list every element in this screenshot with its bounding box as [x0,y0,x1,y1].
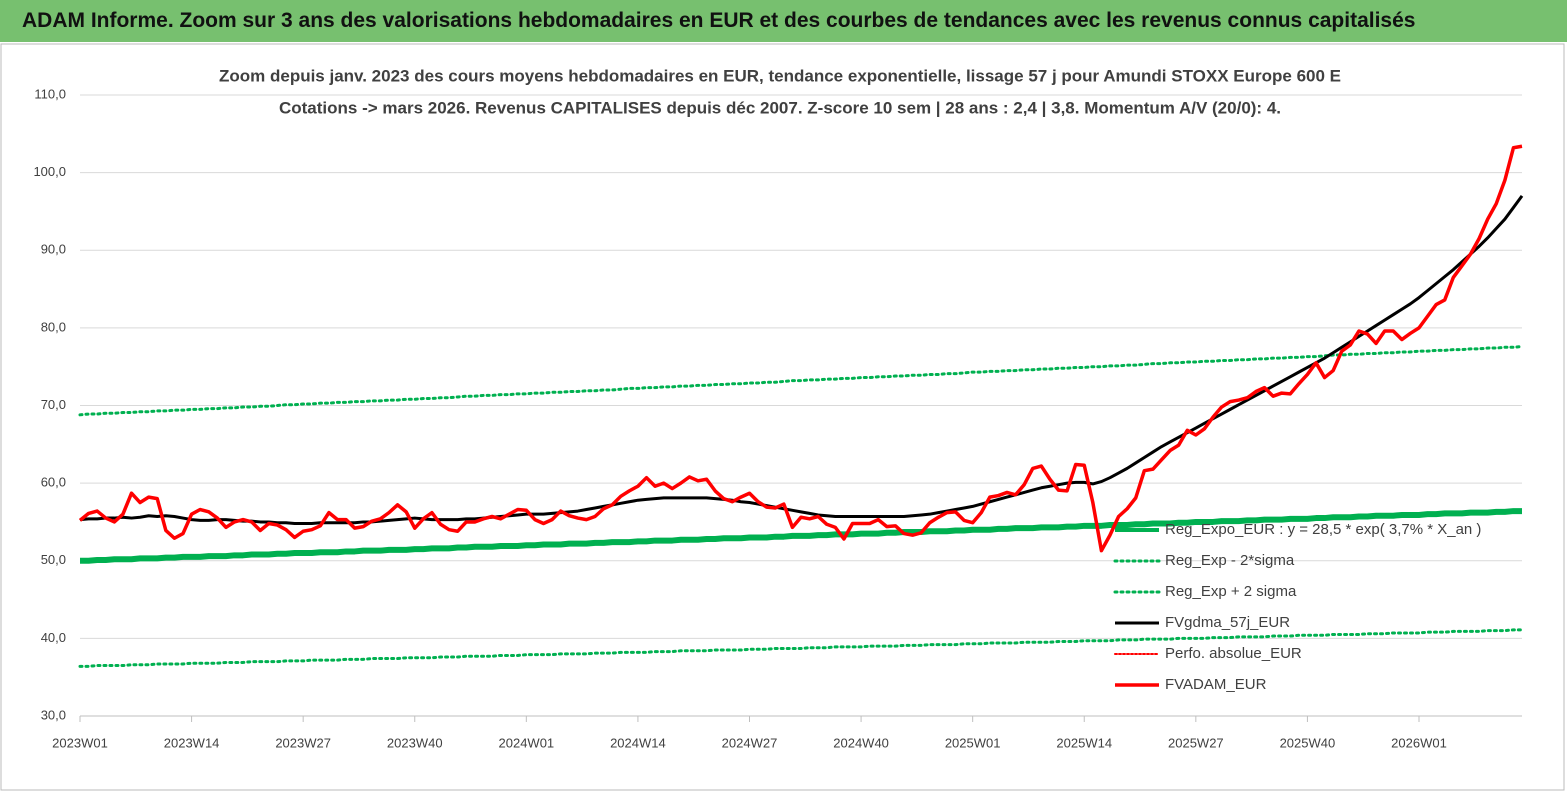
x-tick-label: 2025W14 [1056,735,1112,750]
legend-label: Reg_Expo_EUR : y = 28,5 * exp( 3,7% * X_… [1165,521,1481,538]
series-line [79,195,1524,525]
y-tick-label: 110,0 [34,86,66,101]
series-line [78,345,1524,417]
legend-label: Perfo. absolue_EUR [1165,645,1302,662]
legend-label: FVADAM_EUR [1165,676,1267,693]
y-tick-label: 100,0 [33,164,66,179]
x-tick-label: 2025W40 [1280,735,1336,750]
page-title: ADAM Informe. Zoom sur 3 ans des valoris… [22,9,1416,32]
header-bar: ADAM Informe. Zoom sur 3 ans des valoris… [0,0,1567,42]
x-tick-label: 2024W27 [722,735,778,750]
chart-frame [0,43,1565,791]
x-tick-label: 2025W01 [945,735,1001,750]
series-line [80,508,1522,564]
chart-subtitle: Zoom depuis janv. 2023 des cours moyens … [219,66,1341,85]
y-tick-label: 30,0 [41,707,66,722]
legend-label: Reg_Exp + 2 sigma [1165,583,1297,600]
x-tick-label: 2026W01 [1391,735,1447,750]
x-tick-label: 2023W27 [275,735,331,750]
x-tick-label: 2023W01 [52,735,108,750]
chart-subtitle: Cotations -> mars 2026. Revenus CAPITALI… [279,98,1281,117]
legend-label: FVgdma_57j_EUR [1165,614,1290,631]
x-tick-label: 2023W14 [164,735,220,750]
x-tick-label: 2024W40 [833,735,889,750]
y-tick-label: 80,0 [41,319,66,334]
y-tick-label: 40,0 [41,630,66,645]
y-tick-label: 90,0 [41,242,66,257]
series-line [78,628,1524,668]
chart: Zoom depuis janv. 2023 des cours moyens … [0,43,1565,791]
y-tick-label: 60,0 [41,475,66,490]
y-tick-label: 50,0 [41,552,66,567]
y-tick-label: 70,0 [41,397,66,412]
x-tick-label: 2023W40 [387,735,443,750]
x-tick-label: 2025W27 [1168,735,1224,750]
x-tick-label: 2024W14 [610,735,666,750]
x-tick-label: 2024W01 [499,735,555,750]
series-line [78,144,1523,553]
legend-label: Reg_Exp - 2*sigma [1165,552,1295,569]
